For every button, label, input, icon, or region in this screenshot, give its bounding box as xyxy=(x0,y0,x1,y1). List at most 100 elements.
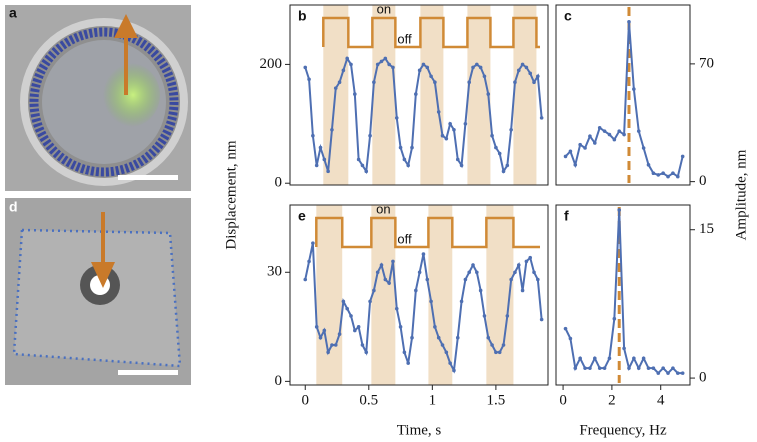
data-point xyxy=(471,65,475,70)
data-point xyxy=(501,343,506,347)
data-point xyxy=(486,335,491,340)
data-point xyxy=(651,171,656,176)
data-point xyxy=(383,56,388,61)
off-label: off xyxy=(397,31,412,46)
x-tick-label: 0.5 xyxy=(359,392,378,408)
data-point xyxy=(337,80,342,85)
x-tick-label: 4 xyxy=(657,392,665,408)
data-point xyxy=(641,146,646,150)
y-tick-label: 15 xyxy=(699,221,714,237)
x-axis-label: Time, s xyxy=(397,422,442,438)
data-point xyxy=(509,127,513,132)
off-label: off xyxy=(397,231,412,246)
data-line xyxy=(564,21,684,179)
data-point xyxy=(475,62,479,67)
data-point xyxy=(607,356,612,361)
data-point xyxy=(421,252,426,256)
data-point xyxy=(429,299,433,304)
data-point xyxy=(455,157,460,162)
data-point xyxy=(636,366,641,370)
on-band xyxy=(371,205,396,385)
data-point xyxy=(318,145,323,150)
data-point xyxy=(414,92,418,96)
frame xyxy=(289,4,549,186)
data-point xyxy=(666,371,670,375)
data-point xyxy=(394,116,399,120)
data-point xyxy=(326,350,330,355)
y-tick-label: 0 xyxy=(699,173,707,189)
data-point xyxy=(326,169,330,174)
data-point xyxy=(597,126,602,130)
data-point xyxy=(345,306,349,311)
data-point xyxy=(440,133,445,138)
data-point xyxy=(341,68,346,73)
data-point xyxy=(505,163,510,168)
data-point xyxy=(330,343,334,347)
data-point xyxy=(406,163,410,168)
data-point xyxy=(372,288,376,293)
x-tick-label: 2 xyxy=(608,392,616,408)
data-point xyxy=(661,171,665,176)
stimulus xyxy=(315,216,540,249)
y-axis-label: Displacement, nm xyxy=(223,140,239,249)
data-point xyxy=(675,371,680,375)
data-point xyxy=(356,325,361,329)
data-point xyxy=(372,80,376,85)
data-point xyxy=(394,306,399,311)
data-point xyxy=(651,366,656,370)
data-point xyxy=(349,62,353,67)
data-point xyxy=(452,127,456,132)
stimulus xyxy=(322,16,540,49)
data-point xyxy=(410,145,414,150)
data-point xyxy=(440,343,445,347)
data-point xyxy=(375,270,380,275)
image-a: a xyxy=(5,5,191,191)
y-tick-label: 0 xyxy=(275,373,283,389)
data-point xyxy=(455,335,460,340)
data-point xyxy=(671,171,675,176)
y-tick-label: 70 xyxy=(699,55,714,71)
data-point xyxy=(593,356,597,361)
data-point xyxy=(311,133,315,138)
data-point xyxy=(387,281,391,285)
data-point xyxy=(421,62,426,67)
x-tick-label: 1 xyxy=(429,392,437,408)
data-point xyxy=(307,77,311,82)
data-point xyxy=(463,277,468,282)
data-point xyxy=(583,366,587,370)
data-point xyxy=(536,74,540,79)
data-point xyxy=(349,314,353,318)
data-point xyxy=(398,145,403,150)
data-point xyxy=(402,350,407,355)
on-band xyxy=(316,205,343,385)
data-point xyxy=(607,132,612,137)
data-point xyxy=(646,366,651,370)
data-point xyxy=(646,163,651,167)
data-point xyxy=(318,335,323,340)
data-point xyxy=(497,151,502,156)
data-point xyxy=(322,157,327,162)
y-axis-label: Amplitude, nm xyxy=(733,149,749,240)
data-point xyxy=(501,169,506,174)
on-label: on xyxy=(377,1,391,16)
data-point xyxy=(482,314,487,318)
on-label: on xyxy=(376,201,390,216)
data-point xyxy=(406,361,410,365)
data-point xyxy=(588,366,592,370)
data-point xyxy=(360,163,365,168)
data-point xyxy=(490,133,494,138)
data-point xyxy=(353,328,357,333)
on-band xyxy=(420,5,444,185)
data-point xyxy=(448,361,452,365)
data-point xyxy=(303,277,308,282)
data-point xyxy=(482,74,487,79)
data-point xyxy=(539,116,544,120)
panel-label: b xyxy=(298,8,307,24)
data-point xyxy=(627,366,631,370)
data-point xyxy=(568,149,573,154)
data-point xyxy=(417,68,422,73)
data-point xyxy=(597,366,602,370)
data-point xyxy=(520,288,525,293)
data-point xyxy=(391,65,395,70)
